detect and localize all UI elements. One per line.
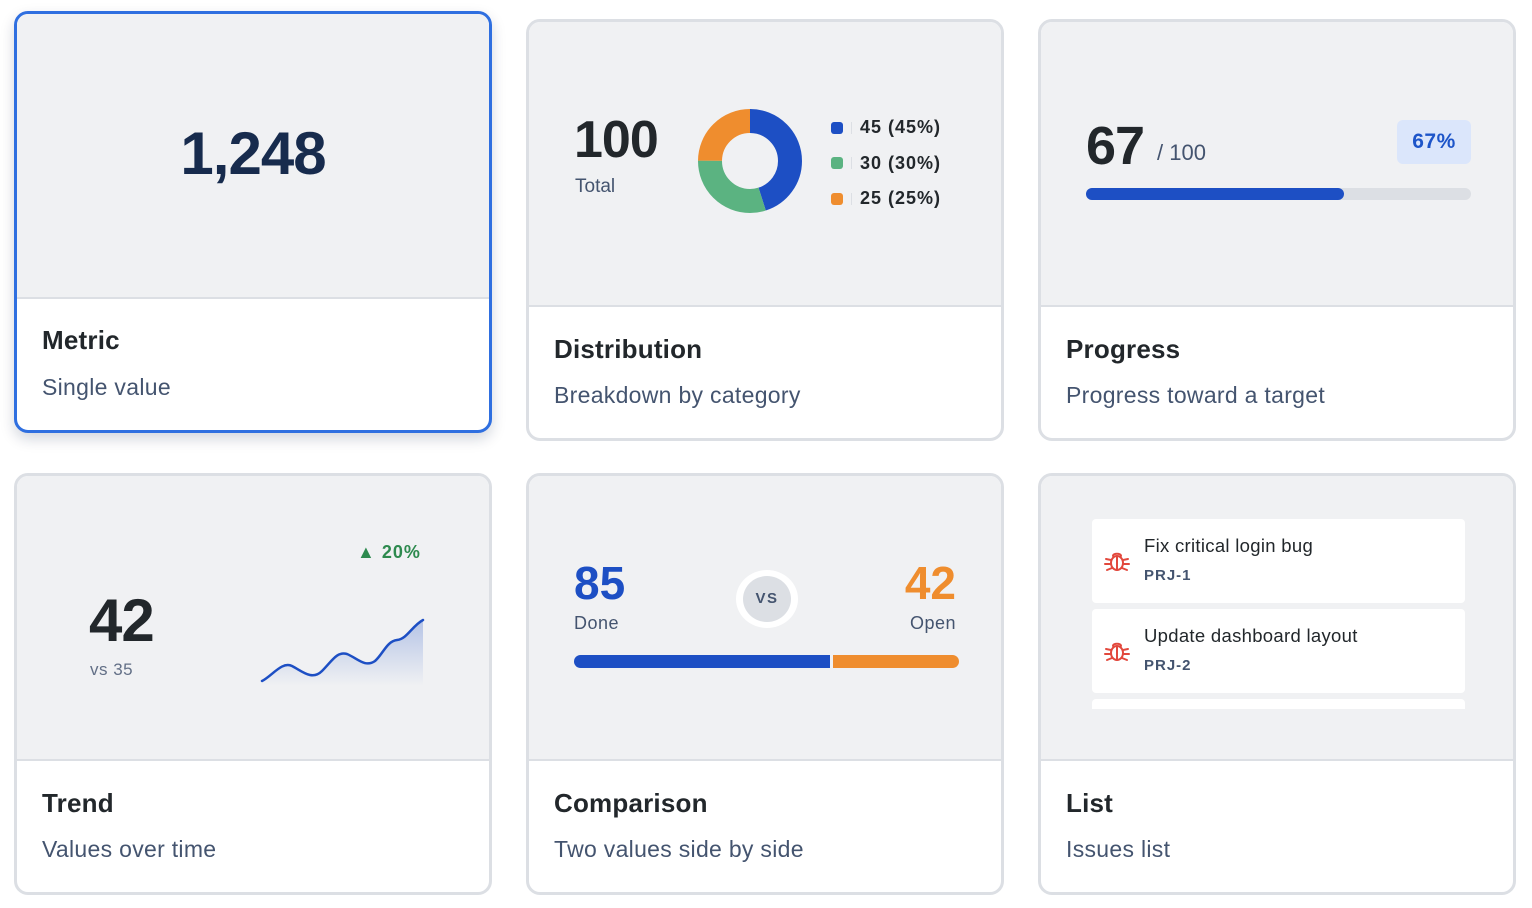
bug-icon <box>1104 642 1130 661</box>
comparison-right-label: Open <box>909 613 956 633</box>
distribution-preview: 100 Total 45 (45%) 30 (30%) 25 (25%) <box>529 22 1001 307</box>
comparison-bar <box>574 655 959 668</box>
card-description: Issues list <box>1066 836 1171 862</box>
list-item: Update dashboard layout PRJ-2 <box>1092 609 1465 693</box>
card-title: Metric <box>42 325 120 355</box>
vs-label: VS <box>743 576 791 622</box>
card-title: Progress <box>1066 334 1181 364</box>
progress-bar-track <box>1086 188 1471 200</box>
list-card[interactable]: Fix critical login bug PRJ-1 Update dash… <box>1038 473 1516 895</box>
comparison-bar-left <box>574 655 830 668</box>
distribution-total-value: 100 <box>574 111 659 169</box>
progress-card[interactable]: 67 / 100 67% Progress Progress toward a … <box>1038 19 1516 441</box>
distribution-total-label: Total <box>575 176 616 197</box>
legend-item: 30 (30%) <box>831 146 941 182</box>
list-item-peek <box>1092 699 1465 709</box>
card-description: Breakdown by category <box>554 382 801 408</box>
list-preview: Fix critical login bug PRJ-1 Update dash… <box>1041 476 1513 761</box>
issue-key: PRJ-2 <box>1144 657 1192 674</box>
card-title: List <box>1066 788 1114 818</box>
metric-preview: 1,248 <box>17 14 489 299</box>
card-title: Trend <box>42 788 114 818</box>
progress-target: / 100 <box>1157 140 1206 165</box>
distribution-card[interactable]: 100 Total 45 (45%) 30 (30%) 25 (25%) Dis… <box>526 19 1004 441</box>
comparison-left-label: Done <box>574 613 620 633</box>
comparison-preview: 85 Done VS 42 Open <box>529 476 1001 761</box>
legend-swatch <box>831 192 843 205</box>
trend-value: 42 <box>89 587 155 654</box>
comparison-right-value: 42 <box>904 557 956 609</box>
progress-bar-fill <box>1086 188 1344 200</box>
issue-title: Update dashboard layout <box>1144 625 1358 646</box>
card-description: Values over time <box>42 836 217 862</box>
donut-slice-1 <box>698 109 802 213</box>
comparison-left-value: 85 <box>574 557 626 609</box>
sparkline-line <box>260 618 425 683</box>
sparkline-chart <box>260 618 425 686</box>
legend-item: 25 (25%) <box>831 181 941 217</box>
trend-card[interactable]: 42 vs 35 ▲ 20% Trend Values over time <box>14 473 492 895</box>
metric-value: 1,248 <box>180 120 326 187</box>
bug-icon <box>1104 552 1130 571</box>
trend-delta-badge: ▲ 20% <box>357 542 421 562</box>
progress-value: 67 <box>1086 116 1145 176</box>
card-title: Distribution <box>554 334 703 364</box>
comparison-card[interactable]: 85 Done VS 42 Open Comparison Two values… <box>526 473 1004 895</box>
trend-comparison: vs 35 <box>90 660 134 679</box>
metric-card[interactable]: 1,248 Metric Single value <box>14 11 492 433</box>
card-title: Comparison <box>554 788 708 818</box>
card-description: Single value <box>42 374 171 400</box>
donut-slice-0 <box>698 109 802 213</box>
trend-preview: 42 vs 35 ▲ 20% <box>17 476 489 761</box>
progress-preview: 67 / 100 67% <box>1041 22 1513 307</box>
donut-chart <box>698 109 802 213</box>
legend-label: 25 (25%) <box>860 188 942 209</box>
issue-title: Fix critical login bug <box>1144 535 1314 556</box>
legend-divider <box>851 192 852 205</box>
progress-percent-badge: 67% <box>1397 120 1471 164</box>
card-description: Progress toward a target <box>1066 382 1326 408</box>
legend-swatch <box>831 121 843 134</box>
card-description: Two values side by side <box>554 836 804 862</box>
legend-divider <box>851 121 852 134</box>
legend-label: 45 (45%) <box>860 117 942 138</box>
issue-key: PRJ-1 <box>1144 567 1192 584</box>
comparison-bar-right <box>832 655 959 668</box>
legend-label: 30 (30%) <box>860 152 942 173</box>
legend-divider <box>851 157 852 170</box>
vs-badge: VS <box>736 570 798 628</box>
list-item: Fix critical login bug PRJ-1 <box>1092 519 1465 603</box>
sparkline-area <box>262 620 423 686</box>
legend-item: 45 (45%) <box>831 110 941 146</box>
distribution-legend: 45 (45%) 30 (30%) 25 (25%) <box>831 110 941 217</box>
legend-swatch <box>831 157 843 170</box>
